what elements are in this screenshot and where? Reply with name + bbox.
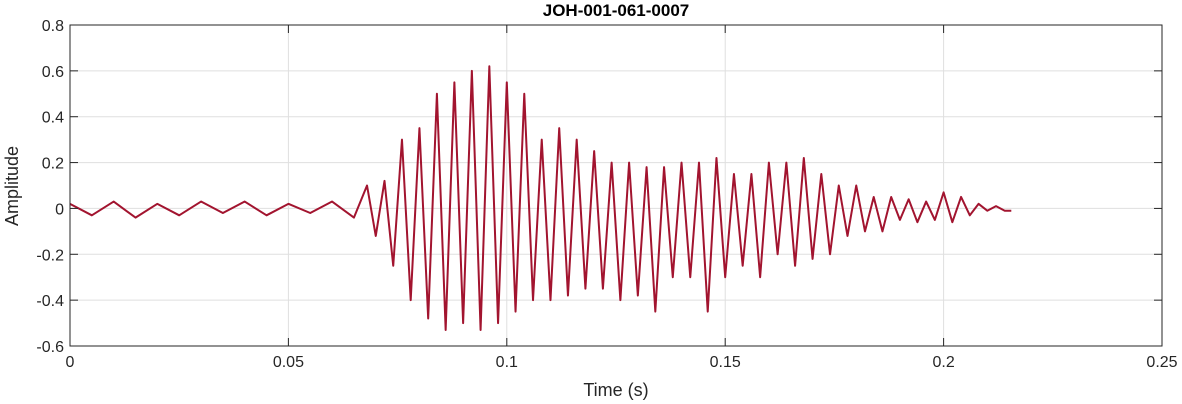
x-tick-label: 0.2 — [932, 354, 954, 371]
x-tick-label: 0.1 — [496, 354, 518, 371]
ticks — [69, 24, 1163, 347]
chart-title: JOH-001-061-0007 — [543, 1, 689, 20]
x-tick-labels: 0 0.05 0.1 0.15 0.2 0.25 — [66, 354, 1178, 371]
y-tick-label: 0.4 — [42, 110, 64, 127]
x-tick-label: 0.05 — [273, 354, 304, 371]
y-tick-label: 0.2 — [42, 156, 64, 173]
y-tick-label: 0.6 — [42, 64, 64, 81]
y-tick-label: 0 — [55, 201, 64, 218]
x-tick-label: 0.25 — [1146, 354, 1177, 371]
y-tick-label: -0.4 — [36, 293, 64, 310]
y-tick-labels: -0.6 -0.4 -0.2 0 0.2 0.4 0.6 0.8 — [36, 18, 64, 356]
y-tick-label: -0.2 — [36, 247, 64, 264]
y-tick-label: 0.8 — [42, 18, 64, 35]
plot-area — [70, 25, 1162, 346]
x-tick-label: 0 — [66, 354, 75, 371]
axes-box — [69, 24, 1163, 347]
series-line-amplitude — [69, 65, 1012, 331]
y-axis-label: Amplitude — [2, 146, 22, 226]
y-tick-label: -0.6 — [36, 339, 64, 356]
x-tick-label: 0.15 — [710, 354, 741, 371]
x-axis-label: Time (s) — [583, 380, 648, 400]
